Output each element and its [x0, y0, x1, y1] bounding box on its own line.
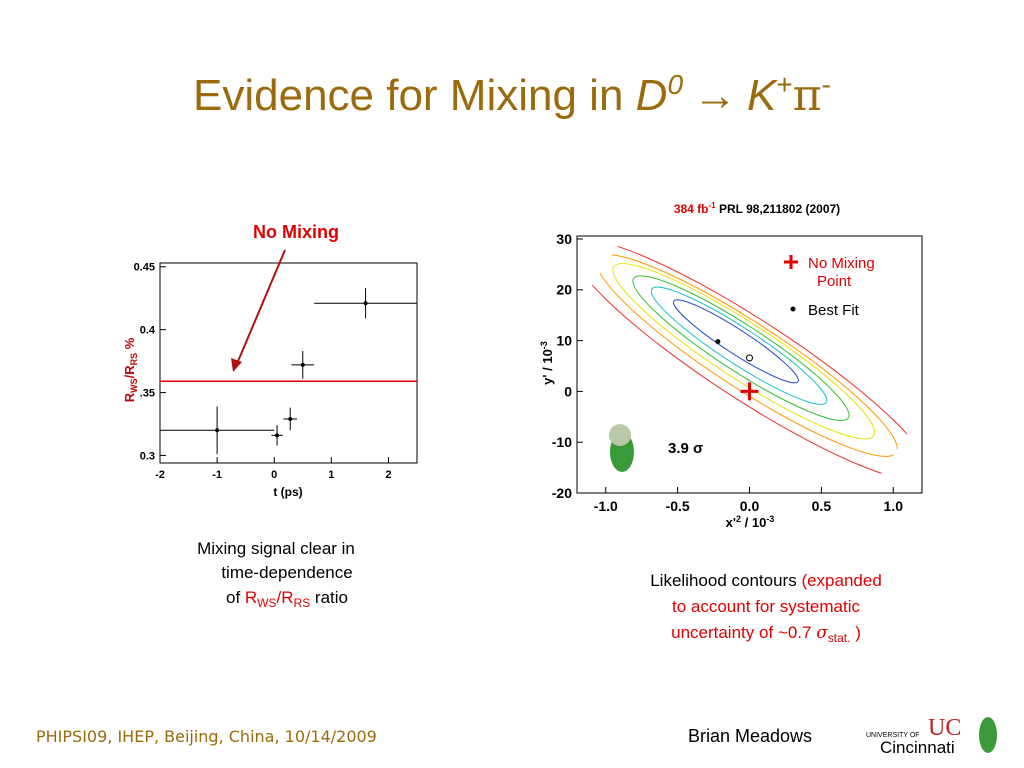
caption-line: uncertainty of ~0.7 σstat. )	[671, 623, 861, 645]
right-caption: Likelihood contours (expanded to account…	[650, 571, 882, 645]
x-tick-label: 0	[271, 469, 277, 481]
logo-small: UNIVERSITY OF	[866, 732, 920, 739]
y-tick-label: 20	[556, 282, 572, 298]
x-axis-label: x'2 / 10-3	[726, 514, 775, 530]
point	[746, 354, 753, 362]
x-tick-label: -1	[212, 469, 222, 481]
x-tick-label: 1.0	[884, 498, 904, 514]
logo-mascot	[979, 717, 997, 753]
footer-author: Brian Meadows	[688, 726, 812, 746]
point	[715, 339, 721, 345]
y-tick-label: 30	[556, 231, 572, 247]
point	[300, 362, 305, 367]
legend-marker	[784, 255, 798, 269]
annotation: No Mixing	[253, 222, 339, 242]
legend-label: Best Fit	[808, 302, 860, 319]
logo-mark: UC	[928, 715, 961, 741]
slide-title: Evidence for Mixing in D0 → K+π-	[193, 69, 831, 121]
logo-big: Cincinnati	[880, 738, 955, 757]
y-tick-label: 0.45	[134, 262, 155, 274]
caption-line: to account for systematic	[672, 597, 861, 616]
legend-label: Point	[817, 273, 852, 290]
arrow	[235, 249, 286, 367]
y-axis-label: y' / 10-3	[539, 341, 555, 385]
caption-line: of RWS/RRS ratio	[226, 588, 348, 610]
left-plot-frame	[159, 262, 418, 464]
point	[275, 433, 280, 438]
contour	[650, 286, 828, 405]
lumi-annotation: 384 fb-1 PRL 98,211802 (2007)	[674, 201, 840, 216]
x-tick-label: -2	[155, 469, 165, 481]
mascot	[609, 424, 634, 472]
y-tick-label: 0	[564, 383, 572, 399]
contour	[570, 239, 930, 481]
y-tick-label: 0.4	[140, 325, 156, 337]
x-tick-label: -1.0	[594, 498, 618, 514]
x-tick-label: 0.5	[812, 498, 832, 514]
x-axis-label: t (ps)	[273, 485, 302, 499]
x-tick-label: -0.5	[666, 498, 690, 514]
point	[740, 382, 759, 401]
point	[363, 301, 368, 306]
footer-left: PHIPSI09, IHEP, Beijing, China, 10/14/20…	[36, 727, 377, 746]
contour	[632, 275, 850, 422]
left-caption: Mixing signal clear in time-dependence o…	[197, 539, 355, 610]
y-tick-label: .35	[140, 387, 155, 399]
caption-line: time-dependence	[221, 563, 352, 582]
y-tick-label: -20	[552, 485, 572, 501]
contour	[612, 263, 876, 440]
point	[215, 428, 220, 433]
legend-label: No Mixing	[808, 255, 875, 272]
contours	[570, 239, 930, 481]
significance: 3.9 σ	[668, 440, 703, 457]
arrow-head	[231, 358, 242, 372]
y-axis-label: RWS/RRS %	[122, 337, 139, 402]
y-tick-label: 0.3	[140, 450, 155, 462]
caption-line: Mixing signal clear in	[197, 539, 355, 558]
y-tick-label: -10	[552, 434, 572, 450]
x-tick-label: 2	[385, 469, 391, 481]
x-tick-label: 0.0	[740, 498, 760, 514]
x-tick-label: 1	[328, 469, 334, 481]
legend-marker	[790, 306, 796, 312]
caption-line: Likelihood contours (expanded	[650, 571, 882, 590]
y-tick-label: 10	[556, 333, 572, 349]
point	[288, 416, 293, 421]
contour	[673, 299, 799, 384]
logo: UNIVERSITY OF Cincinnati UC	[866, 715, 997, 757]
